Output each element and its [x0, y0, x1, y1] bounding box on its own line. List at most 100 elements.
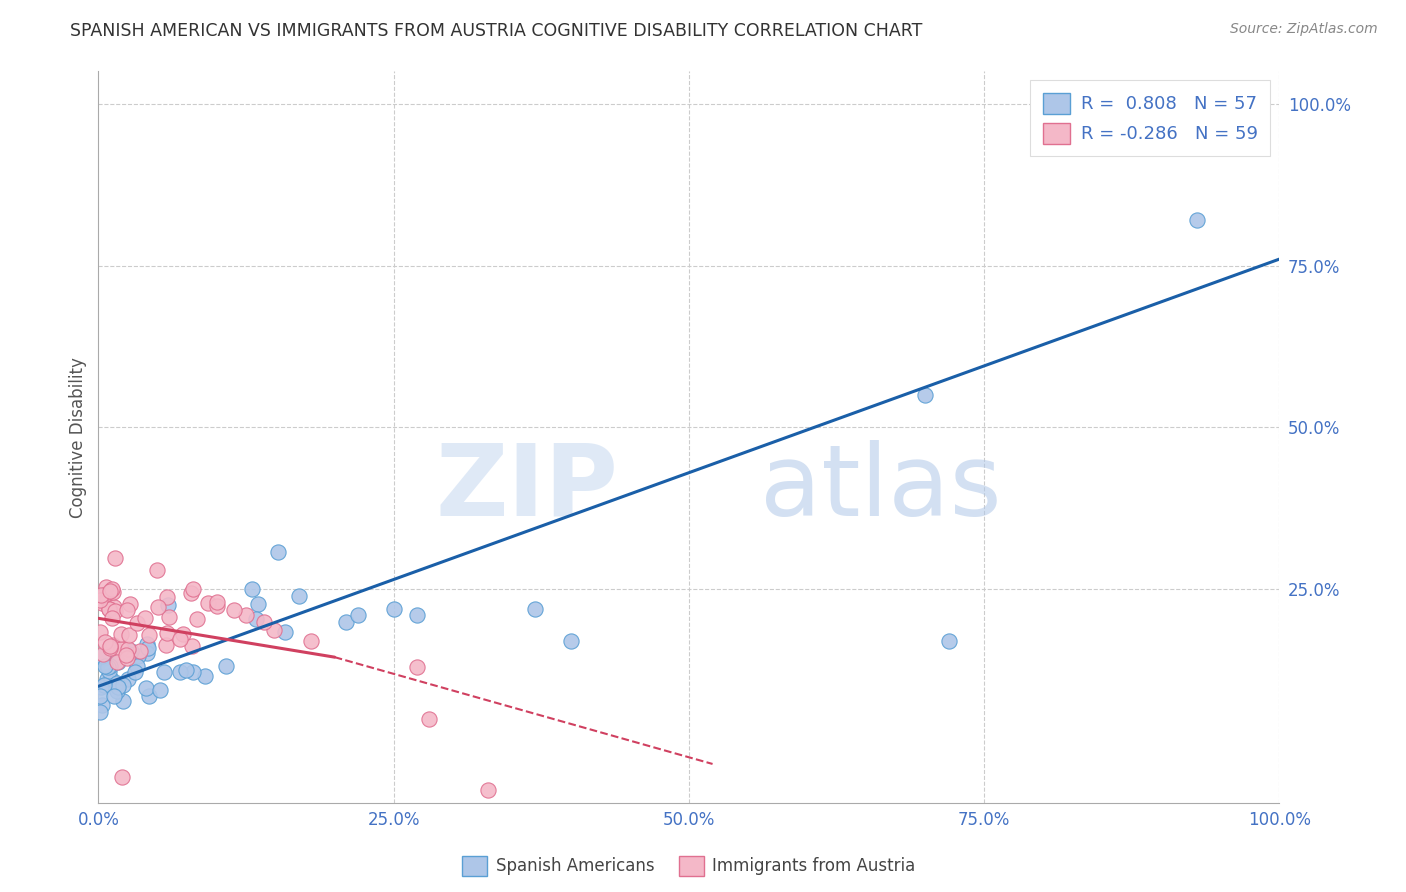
Point — [98, 602, 121, 616]
Point — [117, 650, 139, 665]
Point — [89, 689, 111, 703]
Text: Source: ZipAtlas.com: Source: ZipAtlas.com — [1230, 22, 1378, 37]
Point — [91, 648, 114, 663]
Point — [169, 632, 191, 647]
Point — [100, 639, 122, 653]
Point — [155, 639, 177, 653]
Point — [89, 593, 111, 607]
Point — [110, 642, 132, 657]
Point — [266, 545, 288, 559]
Point — [103, 600, 125, 615]
Point — [938, 634, 960, 648]
Point — [96, 672, 118, 686]
Point — [96, 655, 118, 669]
Point — [103, 585, 125, 599]
Point — [406, 608, 429, 623]
Point — [183, 665, 205, 679]
Point — [98, 583, 121, 598]
Point — [117, 672, 139, 686]
Point — [197, 596, 219, 610]
Point — [136, 638, 159, 652]
Point — [174, 664, 197, 678]
Point — [101, 611, 124, 625]
Point — [1185, 213, 1208, 227]
Point — [112, 694, 135, 708]
Point — [129, 644, 152, 658]
Point — [104, 604, 127, 618]
Text: atlas: atlas — [759, 440, 1001, 537]
Text: SPANISH AMERICAN VS IMMIGRANTS FROM AUSTRIA COGNITIVE DISABILITY CORRELATION CHA: SPANISH AMERICAN VS IMMIGRANTS FROM AUST… — [70, 22, 922, 40]
Point — [90, 680, 112, 694]
Point — [181, 640, 204, 654]
Point — [149, 683, 172, 698]
Point — [103, 689, 125, 703]
Point — [96, 592, 118, 607]
Point — [100, 672, 122, 686]
Point — [125, 658, 148, 673]
Point — [105, 675, 128, 690]
Point — [914, 388, 936, 402]
Point — [181, 582, 204, 597]
Point — [172, 626, 194, 640]
Point — [138, 628, 160, 642]
Point — [127, 616, 149, 631]
Point — [477, 782, 499, 797]
Point — [98, 658, 121, 673]
Point — [101, 638, 124, 652]
Point — [156, 590, 179, 604]
Point — [138, 690, 160, 704]
Point — [155, 625, 177, 640]
Point — [335, 615, 357, 629]
Point — [524, 601, 547, 615]
Point — [418, 712, 440, 726]
Point — [97, 660, 120, 674]
Point — [146, 599, 169, 614]
Point — [127, 649, 149, 664]
Point — [98, 639, 121, 653]
Point — [89, 624, 111, 639]
Point — [105, 684, 128, 698]
Point — [98, 664, 121, 678]
Point — [205, 595, 228, 609]
Point — [115, 603, 138, 617]
Point — [90, 596, 112, 610]
Point — [299, 634, 322, 648]
Point — [111, 678, 134, 692]
Point — [235, 607, 257, 622]
Point — [247, 597, 270, 611]
Point — [153, 665, 176, 679]
Legend: Spanish Americans, Immigrants from Austria: Spanish Americans, Immigrants from Austr… — [456, 850, 922, 882]
Point — [90, 588, 112, 602]
Point — [96, 658, 118, 673]
Point — [205, 599, 228, 613]
Point — [90, 698, 112, 712]
Point — [157, 610, 180, 624]
Point — [194, 669, 217, 683]
Point — [118, 628, 141, 642]
Point — [186, 612, 208, 626]
Point — [107, 680, 129, 694]
Point — [347, 608, 370, 623]
Point — [94, 580, 117, 594]
Point — [117, 642, 139, 657]
Point — [180, 585, 202, 599]
Point — [107, 655, 129, 669]
Point — [98, 641, 121, 656]
Point — [89, 705, 111, 719]
Point — [91, 647, 114, 661]
Point — [560, 634, 582, 648]
Point — [97, 602, 120, 616]
Point — [110, 627, 132, 641]
Point — [120, 644, 142, 658]
Point — [169, 665, 191, 680]
Point — [134, 611, 156, 625]
Point — [146, 563, 169, 577]
Point — [124, 665, 146, 679]
Point — [136, 641, 159, 656]
Point — [157, 599, 180, 613]
Point — [253, 615, 276, 629]
Point — [115, 648, 138, 663]
Point — [120, 597, 142, 611]
Point — [103, 551, 125, 566]
Point — [240, 582, 263, 597]
